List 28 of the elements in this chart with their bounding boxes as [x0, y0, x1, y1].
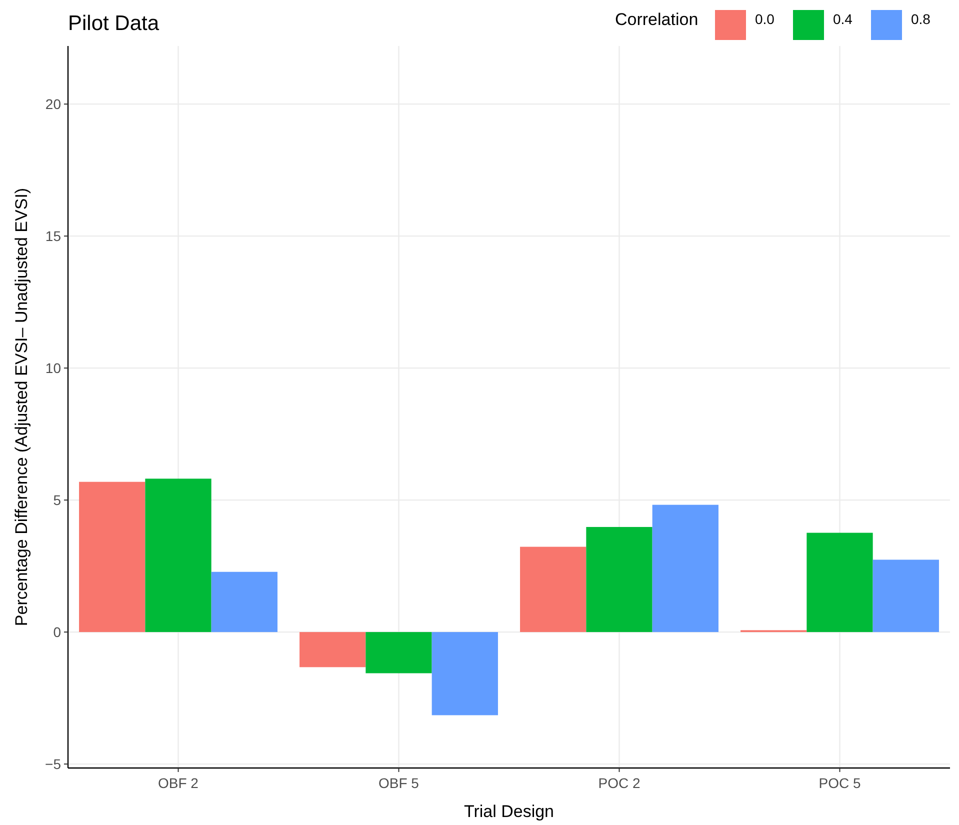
bar	[586, 526, 652, 632]
bar	[432, 632, 498, 716]
x-tick-label: OBF 2	[158, 775, 199, 791]
y-tick-label: 10	[45, 360, 62, 376]
y-tick-label: 5	[53, 492, 62, 508]
x-tick-label: POC 2	[598, 775, 640, 791]
legend-title: Correlation	[615, 10, 698, 29]
x-tick-label: POC 5	[818, 775, 861, 791]
chart-title: Pilot Data	[68, 12, 160, 35]
legend-label: 0.4	[833, 11, 853, 27]
legend-label: 0.0	[755, 11, 775, 27]
bar	[652, 504, 718, 632]
x-axis-title: Trial Design	[464, 802, 554, 821]
x-tick-label: OBF 5	[378, 775, 420, 791]
y-tick-label: −5	[45, 756, 62, 772]
bar	[806, 532, 873, 632]
y-tick-label: 0	[53, 624, 62, 640]
bar	[300, 632, 366, 668]
bar	[211, 572, 278, 632]
bar	[145, 478, 212, 632]
bar	[366, 632, 432, 674]
bar	[79, 482, 146, 632]
y-tick-label: 20	[45, 96, 62, 112]
y-axis-title: Percentage Difference (Adjusted EVSI– Unadjusted EVSI)	[12, 188, 31, 626]
legend-label: 0.8	[911, 11, 931, 27]
bar	[520, 546, 586, 632]
bar	[872, 560, 939, 632]
y-tick-label: 15	[45, 228, 62, 244]
